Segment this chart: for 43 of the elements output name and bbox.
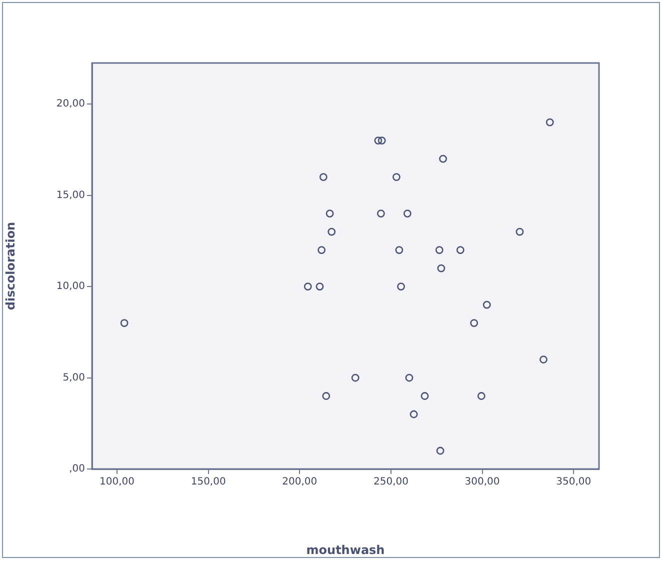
- point: [395, 246, 404, 254]
- point: [470, 319, 478, 327]
- point: [319, 173, 328, 181]
- x-tick-label: 250,00: [373, 476, 408, 488]
- point: [420, 392, 429, 400]
- y-tick-label: 20,00: [56, 98, 85, 110]
- point: [304, 282, 312, 290]
- point: [410, 410, 418, 418]
- y-tick-label: ,00: [69, 464, 85, 475]
- point: [439, 154, 447, 163]
- point: [328, 228, 336, 236]
- point: [326, 210, 334, 218]
- x-tick-label: 200,00: [282, 476, 318, 488]
- point: [405, 374, 414, 382]
- point: [120, 319, 128, 327]
- y-tick-label: 15,00: [56, 190, 85, 201]
- point: [322, 392, 330, 400]
- point: [378, 136, 386, 144]
- point: [397, 282, 405, 290]
- point: [403, 210, 412, 218]
- point: [351, 374, 360, 382]
- y-tick-label: 5,00: [62, 372, 85, 384]
- point: [316, 282, 324, 290]
- point: [546, 118, 554, 126]
- y-axis-title: discoloration: [3, 222, 18, 310]
- point: [374, 136, 382, 144]
- point: [540, 356, 548, 364]
- x-tick-label: 150,00: [190, 476, 226, 488]
- point: [516, 228, 524, 236]
- point: [318, 246, 326, 254]
- x-tick-label: 350,00: [556, 476, 592, 488]
- point: [482, 300, 491, 309]
- point: [392, 173, 400, 181]
- x-axis-title: mouthwash: [306, 542, 385, 557]
- x-tick-label: 100,00: [100, 476, 135, 488]
- point: [436, 446, 444, 455]
- point: [376, 210, 385, 218]
- point: [437, 264, 446, 272]
- point: [456, 246, 464, 254]
- x-tick-label: 300,00: [464, 476, 500, 488]
- y-tick-label: 10,00: [56, 281, 85, 292]
- point: [435, 246, 444, 254]
- point: [477, 392, 486, 400]
